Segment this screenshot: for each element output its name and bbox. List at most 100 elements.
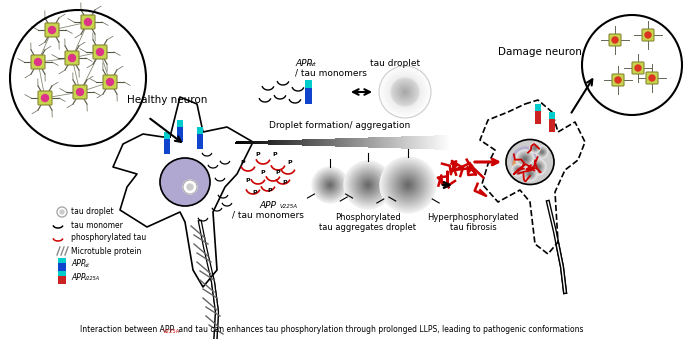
FancyBboxPatch shape (242, 141, 244, 144)
FancyBboxPatch shape (612, 74, 624, 86)
Text: V225A: V225A (280, 204, 298, 210)
Circle shape (526, 170, 534, 178)
Circle shape (515, 167, 521, 173)
Circle shape (527, 171, 533, 177)
Circle shape (403, 90, 407, 94)
FancyBboxPatch shape (331, 139, 332, 146)
Circle shape (380, 67, 430, 117)
Circle shape (387, 164, 429, 206)
Circle shape (384, 71, 426, 113)
FancyBboxPatch shape (549, 112, 555, 132)
FancyBboxPatch shape (284, 140, 286, 145)
Circle shape (407, 184, 409, 186)
Circle shape (344, 161, 392, 209)
Circle shape (531, 160, 545, 174)
Circle shape (514, 166, 522, 174)
Circle shape (405, 182, 411, 188)
Circle shape (392, 79, 418, 105)
FancyBboxPatch shape (93, 45, 107, 59)
FancyBboxPatch shape (65, 51, 79, 65)
Circle shape (365, 182, 371, 188)
Circle shape (97, 48, 103, 56)
Text: P: P (273, 153, 277, 158)
Text: and tau can enhances tau phosphorylation through prolonged LLPS, leading to path: and tau can enhances tau phosphorylation… (176, 325, 584, 335)
Text: tau droplet: tau droplet (71, 207, 114, 217)
Circle shape (393, 80, 417, 104)
FancyBboxPatch shape (433, 136, 434, 149)
FancyBboxPatch shape (256, 141, 258, 144)
FancyBboxPatch shape (58, 258, 66, 271)
Polygon shape (113, 97, 253, 287)
FancyBboxPatch shape (386, 137, 387, 148)
FancyBboxPatch shape (384, 137, 385, 148)
Circle shape (329, 184, 331, 186)
Circle shape (532, 161, 544, 173)
Circle shape (386, 163, 430, 207)
FancyBboxPatch shape (279, 140, 281, 145)
Text: wt: wt (84, 263, 90, 268)
FancyBboxPatch shape (422, 136, 423, 149)
FancyBboxPatch shape (301, 139, 303, 145)
FancyBboxPatch shape (373, 137, 374, 148)
FancyBboxPatch shape (294, 140, 296, 145)
FancyBboxPatch shape (197, 127, 203, 149)
FancyBboxPatch shape (58, 271, 66, 284)
Ellipse shape (160, 158, 210, 206)
FancyBboxPatch shape (31, 55, 45, 69)
FancyBboxPatch shape (435, 136, 436, 149)
FancyBboxPatch shape (299, 140, 301, 145)
FancyBboxPatch shape (351, 138, 353, 147)
Circle shape (517, 151, 533, 167)
FancyBboxPatch shape (431, 136, 432, 149)
Circle shape (391, 78, 419, 106)
FancyBboxPatch shape (380, 137, 382, 148)
Circle shape (523, 157, 527, 161)
FancyBboxPatch shape (256, 141, 257, 144)
FancyBboxPatch shape (271, 140, 272, 144)
FancyBboxPatch shape (303, 139, 304, 145)
Text: tau monomer: tau monomer (71, 220, 123, 230)
FancyBboxPatch shape (344, 138, 345, 147)
Circle shape (392, 79, 418, 105)
Circle shape (401, 88, 409, 96)
Text: Microtuble protein: Microtuble protein (71, 246, 141, 256)
Circle shape (398, 175, 418, 195)
FancyBboxPatch shape (395, 137, 397, 148)
FancyBboxPatch shape (177, 120, 183, 127)
FancyBboxPatch shape (273, 140, 274, 145)
FancyBboxPatch shape (45, 23, 59, 37)
FancyBboxPatch shape (403, 136, 404, 148)
FancyBboxPatch shape (381, 137, 383, 148)
FancyBboxPatch shape (549, 112, 555, 119)
FancyBboxPatch shape (403, 136, 406, 148)
Circle shape (316, 171, 344, 199)
FancyBboxPatch shape (427, 136, 429, 149)
Circle shape (402, 179, 414, 191)
Text: Damage neuron: Damage neuron (498, 47, 582, 57)
FancyBboxPatch shape (292, 140, 294, 145)
Text: APP: APP (71, 259, 86, 268)
FancyBboxPatch shape (414, 136, 415, 149)
Circle shape (645, 32, 651, 38)
FancyBboxPatch shape (358, 138, 359, 147)
Text: / tau monomers: / tau monomers (232, 211, 304, 219)
FancyBboxPatch shape (362, 138, 364, 147)
Circle shape (381, 68, 429, 116)
Circle shape (523, 167, 537, 181)
FancyBboxPatch shape (349, 138, 351, 147)
Circle shape (399, 176, 417, 194)
Circle shape (396, 173, 420, 197)
FancyBboxPatch shape (361, 138, 362, 147)
Circle shape (77, 88, 84, 96)
Circle shape (389, 166, 427, 204)
FancyBboxPatch shape (269, 140, 270, 144)
Circle shape (393, 80, 417, 104)
FancyBboxPatch shape (271, 140, 273, 145)
Circle shape (400, 87, 410, 97)
Text: P: P (283, 180, 287, 185)
Circle shape (382, 69, 428, 115)
Circle shape (533, 146, 537, 150)
Circle shape (354, 171, 382, 199)
Circle shape (635, 65, 641, 71)
FancyBboxPatch shape (392, 137, 393, 148)
